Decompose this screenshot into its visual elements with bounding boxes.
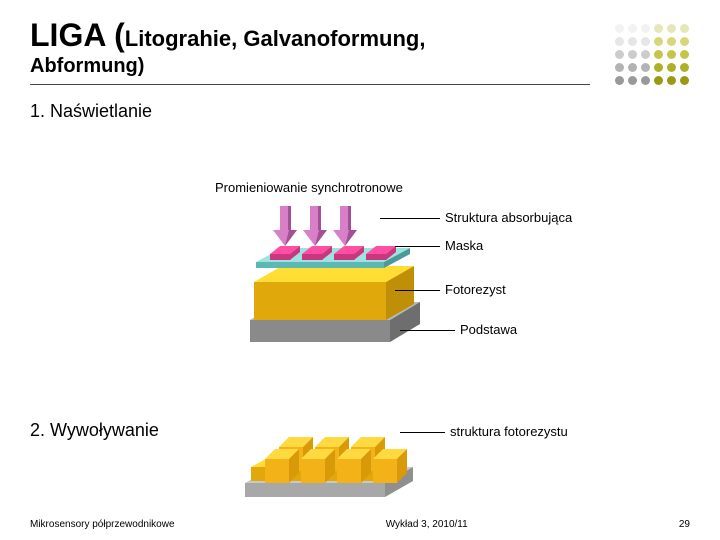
title-line2: Abformung): [30, 55, 690, 78]
decorative-dot: [641, 24, 650, 33]
leader-line: [395, 290, 440, 291]
decorative-dot: [680, 24, 689, 33]
leader-line: [400, 432, 445, 433]
decorative-dot: [654, 24, 663, 33]
decorative-dot: [667, 37, 676, 46]
section-1-heading: 1. Naświetlanie: [30, 101, 690, 122]
decorative-dot: [654, 63, 663, 72]
label-mask: Maska: [445, 238, 483, 253]
decorative-dot: [680, 76, 689, 85]
decorative-dot: [641, 50, 650, 59]
figure-2-wywolywanie: [235, 405, 425, 505]
footer-right: 29: [679, 519, 690, 530]
title-main: LIGA (: [30, 17, 125, 53]
decorative-dot: [667, 63, 676, 72]
leader-line: [380, 218, 440, 219]
title-paren: Litograhie, Galvanoformung,: [125, 26, 426, 51]
footer-center: Wykład 3, 2010/11: [386, 519, 468, 530]
footer-left: Mikrosensory półprzewodnikowe: [30, 519, 175, 530]
slide-footer: Mikrosensory półprzewodnikowe Wykład 3, …: [30, 519, 690, 530]
decorative-dot: [641, 37, 650, 46]
decorative-dot: [654, 37, 663, 46]
leader-line: [400, 330, 455, 331]
decorative-dot: [615, 24, 624, 33]
decorative-dot: [680, 50, 689, 59]
decorative-dot: [654, 76, 663, 85]
decorative-dot: [628, 24, 637, 33]
figure-1-naswietlanie: [230, 200, 430, 370]
decorative-dot-grid: [615, 24, 690, 86]
decorative-dot: [628, 63, 637, 72]
decorative-dot: [641, 76, 650, 85]
label-absorber: Struktura absorbująca: [445, 210, 572, 225]
decorative-dot: [615, 63, 624, 72]
decorative-dot: [628, 37, 637, 46]
decorative-dot: [615, 37, 624, 46]
slide-title: LIGA (Litograhie, Galvanoformung, Abform…: [30, 18, 690, 78]
decorative-dot: [667, 76, 676, 85]
label-resist-structure: struktura fotorezystu: [450, 424, 568, 439]
decorative-dot: [628, 50, 637, 59]
decorative-dot: [680, 63, 689, 72]
leader-line: [395, 246, 440, 247]
decorative-dot: [615, 50, 624, 59]
decorative-dot: [641, 63, 650, 72]
decorative-dot: [667, 24, 676, 33]
section-2-heading: 2. Wywoływanie: [30, 420, 159, 441]
caption-radiation: Promieniowanie synchrotronowe: [215, 180, 403, 195]
decorative-dot: [680, 37, 689, 46]
label-resist: Fotorezyst: [445, 282, 506, 297]
title-underline: [30, 84, 590, 85]
decorative-dot: [615, 76, 624, 85]
decorative-dot: [628, 76, 637, 85]
decorative-dot: [667, 50, 676, 59]
label-base: Podstawa: [460, 322, 517, 337]
decorative-dot: [654, 50, 663, 59]
